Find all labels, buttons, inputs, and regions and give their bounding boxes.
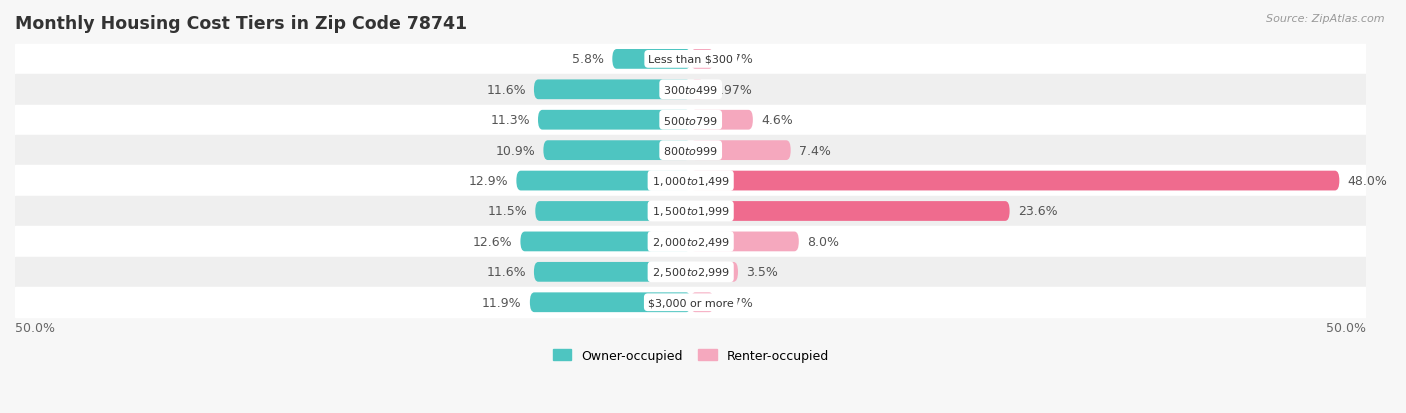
Text: 12.6%: 12.6%: [472, 235, 512, 248]
FancyBboxPatch shape: [612, 50, 690, 70]
Text: $1,500 to $1,999: $1,500 to $1,999: [651, 205, 730, 218]
FancyBboxPatch shape: [690, 111, 752, 130]
FancyBboxPatch shape: [520, 232, 690, 252]
Legend: Owner-occupied, Renter-occupied: Owner-occupied, Renter-occupied: [547, 344, 834, 367]
Text: 11.3%: 11.3%: [491, 114, 530, 127]
Text: Source: ZipAtlas.com: Source: ZipAtlas.com: [1267, 14, 1385, 24]
FancyBboxPatch shape: [534, 262, 690, 282]
Text: 8.0%: 8.0%: [807, 235, 839, 248]
Text: 11.6%: 11.6%: [486, 83, 526, 97]
Text: 10.9%: 10.9%: [495, 144, 536, 157]
Bar: [15, 75, 1367, 105]
Text: 4.6%: 4.6%: [761, 114, 793, 127]
FancyBboxPatch shape: [690, 202, 1010, 221]
Text: 50.0%: 50.0%: [1326, 321, 1367, 334]
Bar: [15, 257, 1367, 287]
Text: Monthly Housing Cost Tiers in Zip Code 78741: Monthly Housing Cost Tiers in Zip Code 7…: [15, 15, 467, 33]
Bar: [15, 287, 1367, 318]
Text: $2,000 to $2,499: $2,000 to $2,499: [651, 235, 730, 248]
FancyBboxPatch shape: [538, 111, 690, 130]
Bar: [15, 227, 1367, 257]
FancyBboxPatch shape: [536, 202, 690, 221]
Text: 1.7%: 1.7%: [721, 296, 754, 309]
Text: $500 to $799: $500 to $799: [664, 114, 718, 126]
FancyBboxPatch shape: [690, 262, 738, 282]
FancyBboxPatch shape: [534, 80, 690, 100]
Text: 48.0%: 48.0%: [1347, 175, 1388, 188]
Text: $2,500 to $2,999: $2,500 to $2,999: [651, 266, 730, 279]
Bar: [15, 105, 1367, 135]
Text: Less than $300: Less than $300: [648, 55, 733, 65]
Text: 3.5%: 3.5%: [747, 266, 778, 279]
Text: 11.9%: 11.9%: [482, 296, 522, 309]
FancyBboxPatch shape: [690, 50, 714, 70]
Text: $3,000 or more: $3,000 or more: [648, 297, 734, 308]
Text: 23.6%: 23.6%: [1018, 205, 1057, 218]
Text: $800 to $999: $800 to $999: [664, 145, 718, 157]
Bar: [15, 196, 1367, 227]
FancyBboxPatch shape: [690, 232, 799, 252]
Text: 50.0%: 50.0%: [15, 321, 55, 334]
Text: 11.6%: 11.6%: [486, 266, 526, 279]
Bar: [15, 166, 1367, 196]
FancyBboxPatch shape: [690, 80, 704, 100]
FancyBboxPatch shape: [690, 171, 1340, 191]
Text: $1,000 to $1,499: $1,000 to $1,499: [651, 175, 730, 188]
Text: 11.5%: 11.5%: [488, 205, 527, 218]
Text: 7.4%: 7.4%: [799, 144, 831, 157]
FancyBboxPatch shape: [516, 171, 690, 191]
Text: 12.9%: 12.9%: [468, 175, 508, 188]
Text: 1.7%: 1.7%: [721, 53, 754, 66]
Bar: [15, 45, 1367, 75]
Text: 5.8%: 5.8%: [572, 53, 605, 66]
FancyBboxPatch shape: [690, 141, 790, 161]
FancyBboxPatch shape: [543, 141, 690, 161]
Text: $300 to $499: $300 to $499: [664, 84, 718, 96]
Bar: [15, 135, 1367, 166]
FancyBboxPatch shape: [690, 293, 714, 312]
Text: 0.97%: 0.97%: [711, 83, 752, 97]
FancyBboxPatch shape: [530, 293, 690, 312]
